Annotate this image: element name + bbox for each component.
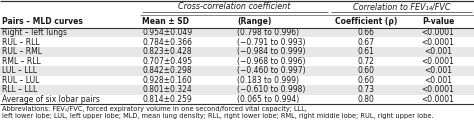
Text: LUL – LLL: LUL – LLL (2, 66, 37, 75)
Text: (−0.610 to 0.998): (−0.610 to 0.998) (237, 85, 305, 94)
Bar (0, 47, 474, 56)
Text: <0.001: <0.001 (424, 66, 452, 75)
Bar (0, 37, 474, 47)
Text: <0.001: <0.001 (424, 47, 452, 56)
Text: 0.67: 0.67 (357, 38, 374, 47)
Text: RUL – RLL: RUL – RLL (2, 38, 40, 47)
Text: Correlation to FEV₁₄/FVC: Correlation to FEV₁₄/FVC (353, 2, 450, 11)
Text: RML – RLL: RML – RLL (2, 57, 41, 66)
Text: (−0.984 to 0.999): (−0.984 to 0.999) (237, 47, 306, 56)
Text: <0.0001: <0.0001 (421, 95, 455, 104)
Bar (0, 85, 474, 95)
Text: 0.954±0.049: 0.954±0.049 (142, 28, 192, 37)
Text: Coefficient (ρ): Coefficient (ρ) (335, 17, 397, 26)
Bar (0, 15, 474, 28)
Text: (−0.460 to 0.997): (−0.460 to 0.997) (237, 66, 306, 75)
Text: 0.801±0.324: 0.801±0.324 (142, 85, 192, 94)
Text: <0.0001: <0.0001 (421, 28, 455, 37)
Text: <0.0001: <0.0001 (421, 57, 455, 66)
Text: <0.0001: <0.0001 (421, 38, 455, 47)
Text: left lower lobe; LUL, left upper lobe; MLD, mean lung density; RLL, right lower : left lower lobe; LUL, left upper lobe; M… (2, 112, 434, 119)
Text: P-value: P-value (422, 17, 454, 26)
Text: Pairs – MLD curves: Pairs – MLD curves (2, 17, 83, 26)
Bar (0, 66, 474, 76)
Bar (0, 76, 474, 85)
Text: Right – left lungs: Right – left lungs (2, 28, 67, 37)
Text: 0.60: 0.60 (357, 76, 374, 85)
Text: 0.842±0.298: 0.842±0.298 (142, 66, 192, 75)
Text: Abbreviations: FEV₁/FVC, forced expiratory volume in one second/forced vital cap: Abbreviations: FEV₁/FVC, forced expirato… (2, 106, 307, 112)
Text: 0.823±0.428: 0.823±0.428 (142, 47, 192, 56)
Text: Cross-correlation coefficient: Cross-correlation coefficient (178, 2, 291, 11)
Text: RUL – LUL: RUL – LUL (2, 76, 40, 85)
Text: (0.065 to 0.994): (0.065 to 0.994) (237, 95, 299, 104)
Bar (0, 95, 474, 104)
Text: (−0.968 to 0.996): (−0.968 to 0.996) (237, 57, 306, 66)
Bar (0, 56, 474, 66)
Text: <0.0001: <0.0001 (421, 85, 455, 94)
Text: 0.707±0.495: 0.707±0.495 (142, 57, 192, 66)
Text: (Range): (Range) (237, 17, 272, 26)
Text: 0.80: 0.80 (357, 95, 374, 104)
Text: 0.814±0.259: 0.814±0.259 (142, 95, 192, 104)
Text: (−0.791 to 0.993): (−0.791 to 0.993) (237, 38, 306, 47)
Text: (0.798 to 0.996): (0.798 to 0.996) (237, 28, 299, 37)
Text: (0.183 to 0.999): (0.183 to 0.999) (237, 76, 299, 85)
Text: Average of six lobar pairs: Average of six lobar pairs (2, 95, 100, 104)
Text: 0.73: 0.73 (357, 85, 374, 94)
Text: 0.61: 0.61 (357, 47, 374, 56)
Text: 0.928±0.160: 0.928±0.160 (142, 76, 192, 85)
Text: <0.001: <0.001 (424, 76, 452, 85)
Bar (0, 28, 474, 37)
Text: 0.60: 0.60 (357, 66, 374, 75)
Text: 0.66: 0.66 (357, 28, 374, 37)
Text: RUL – RML: RUL – RML (2, 47, 42, 56)
Text: 0.784±0.366: 0.784±0.366 (142, 38, 192, 47)
Text: Mean ± SD: Mean ± SD (142, 17, 189, 26)
Text: RLL – LLL: RLL – LLL (2, 85, 37, 94)
Text: 0.72: 0.72 (357, 57, 374, 66)
